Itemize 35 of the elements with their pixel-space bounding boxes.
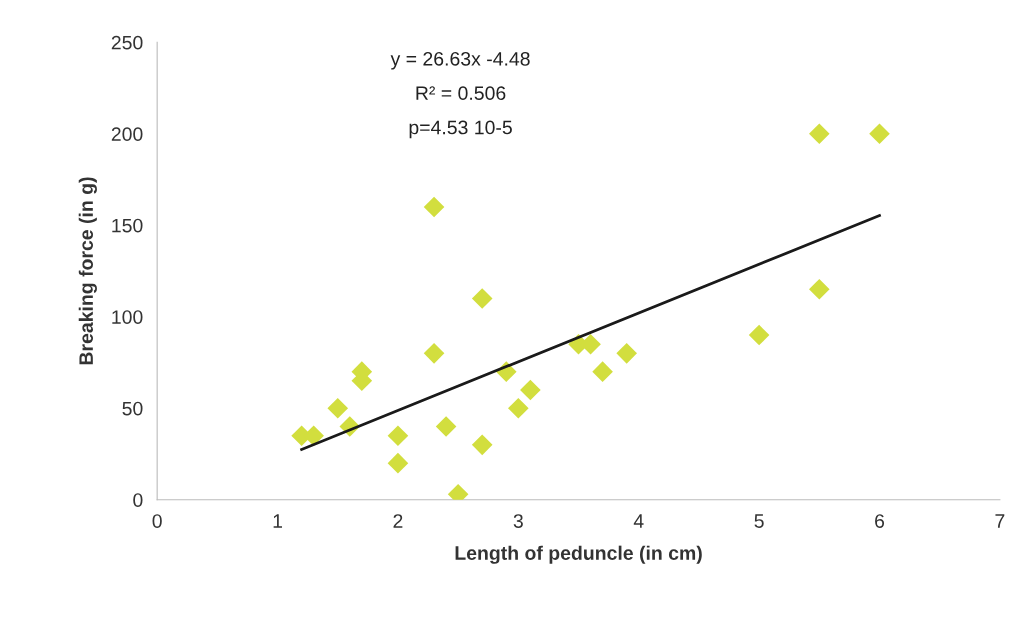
point xyxy=(435,416,457,437)
x-tick-label: 6 xyxy=(875,514,885,528)
y-tick-label: 100 xyxy=(112,310,143,324)
point xyxy=(423,196,445,218)
point xyxy=(748,324,770,346)
point xyxy=(520,379,541,401)
point xyxy=(387,452,409,474)
y-tick-label: 150 xyxy=(112,218,143,233)
point xyxy=(809,123,830,145)
point xyxy=(809,279,830,300)
point xyxy=(869,123,890,145)
y-axis-title: Breaking force (in g) xyxy=(78,177,97,365)
x-tick-label: 1 xyxy=(273,514,283,528)
x-tick-label: 0 xyxy=(152,514,162,528)
point xyxy=(471,288,493,309)
y-tick-label: 50 xyxy=(122,401,143,416)
point xyxy=(327,397,349,419)
annotation: R² = 0.506 xyxy=(416,86,506,101)
x-tick-label: 2 xyxy=(393,514,403,528)
point xyxy=(471,434,493,456)
point xyxy=(592,361,613,382)
x-tick-label: 7 xyxy=(995,514,1005,528)
x-tick-label: 5 xyxy=(754,514,764,528)
x-tick-label: 4 xyxy=(633,514,644,528)
x-axis-title: Length of peduncle (in cm) xyxy=(455,545,702,564)
point xyxy=(508,397,529,419)
point xyxy=(387,425,409,447)
point xyxy=(616,343,637,364)
y-tick-label: 250 xyxy=(111,35,143,50)
annotation: p=4.53 10-5 xyxy=(409,120,512,139)
point xyxy=(423,343,445,364)
y-tick-label: 200 xyxy=(111,127,143,142)
annotation: y = 26.63x -4.48 xyxy=(390,51,530,70)
y-tick-label: 0 xyxy=(133,493,143,507)
x-tick-label: 3 xyxy=(513,514,523,528)
